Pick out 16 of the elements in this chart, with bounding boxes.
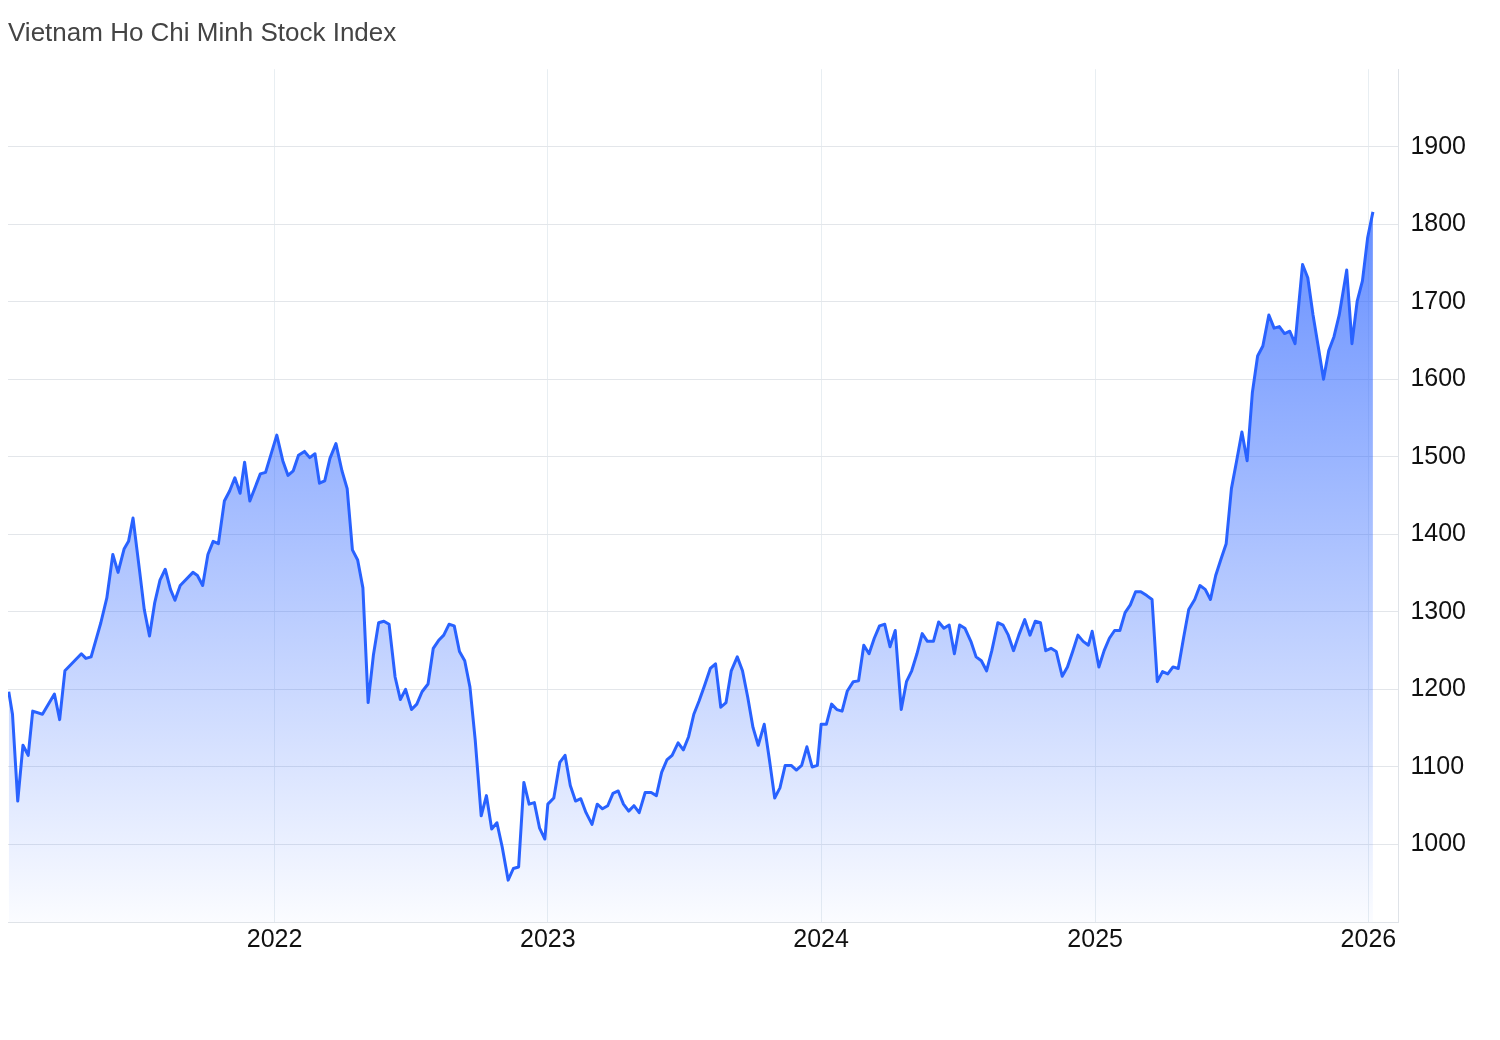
y-tick-label: 1000 (1410, 828, 1467, 857)
y-tick-label: 1900 (1410, 130, 1467, 159)
y-tick-label: 1500 (1410, 440, 1467, 469)
x-tick-label: 2022 (246, 923, 303, 952)
y-tick-label: 1600 (1410, 363, 1467, 392)
chart-title: Vietnam Ho Chi Minh Stock Index (8, 16, 397, 47)
y-tick-label: 1300 (1410, 595, 1467, 624)
y-tick-label: 1200 (1410, 673, 1467, 702)
y-tick-label: 1800 (1410, 208, 1467, 237)
y-tick-label: 1700 (1410, 285, 1467, 314)
x-tick-label: 2024 (793, 923, 850, 952)
y-tick-label: 1400 (1410, 518, 1467, 547)
x-tick-label: 2026 (1340, 923, 1397, 952)
y-tick-label: 1100 (1410, 750, 1465, 779)
x-tick-label: 2023 (520, 923, 576, 952)
x-tick-label: 2025 (1067, 923, 1123, 952)
